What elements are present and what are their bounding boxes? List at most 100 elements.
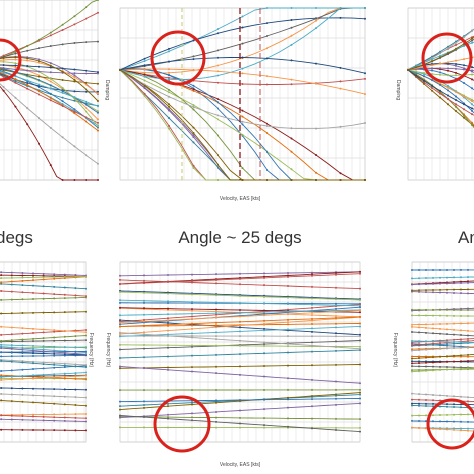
- panel-title: Angle ~ 25 degs: [178, 228, 301, 247]
- curve: [119, 332, 361, 350]
- curve: [407, 69, 474, 114]
- curve: [411, 314, 474, 317]
- curve: [411, 420, 474, 423]
- curve: [0, 354, 86, 357]
- curve: [0, 372, 87, 378]
- curve: [411, 340, 474, 343]
- marker: [119, 283, 121, 286]
- marker: [85, 346, 87, 349]
- marker: [119, 348, 121, 351]
- curve: [119, 69, 365, 181]
- marker: [119, 290, 121, 293]
- curve: [119, 69, 366, 130]
- curve: [0, 67, 98, 74]
- curve: [0, 12, 99, 58]
- curve: [0, 68, 99, 85]
- curve: [0, 393, 87, 399]
- marker: [359, 393, 361, 396]
- curve: [0, 399, 87, 407]
- curve: [411, 354, 474, 360]
- highlight-circle: [426, 398, 474, 450]
- marker: [359, 418, 361, 421]
- curve: [0, 375, 87, 381]
- marker: [85, 287, 87, 290]
- curve: [0, 275, 87, 279]
- curve: [119, 309, 361, 324]
- curve: [0, 351, 86, 353]
- marker: [85, 378, 87, 381]
- marker: [359, 397, 361, 400]
- y-axis-label: Frequency (Hz): [88, 333, 94, 368]
- curve: [0, 276, 87, 283]
- curve: [411, 367, 474, 373]
- marker: [411, 323, 413, 326]
- marker: [411, 370, 413, 373]
- marker: [359, 322, 361, 325]
- curve: [411, 291, 474, 295]
- curve: [120, 426, 360, 429]
- y-axis-label: Frequency (Hz): [392, 333, 398, 368]
- curve: [407, 56, 474, 71]
- curve: [0, 64, 99, 73]
- marker: [119, 331, 121, 334]
- curve: [119, 290, 361, 300]
- curve: [0, 274, 86, 277]
- curve: [0, 339, 87, 343]
- marker: [411, 398, 413, 401]
- curve: [0, 429, 86, 431]
- curve: [0, 73, 99, 93]
- curve: [0, 0, 99, 59]
- curve: [407, 69, 474, 107]
- curve: [0, 387, 87, 391]
- marker: [411, 357, 413, 360]
- highlight-circle: [421, 32, 473, 84]
- curve: [0, 56, 99, 102]
- curve: [411, 282, 474, 285]
- curve: [119, 271, 361, 285]
- curve: [119, 7, 365, 71]
- marker: [359, 382, 361, 385]
- curve: [119, 325, 361, 337]
- curve: [0, 67, 99, 114]
- curve: [0, 296, 87, 301]
- marker: [119, 335, 121, 338]
- curve: [0, 365, 87, 372]
- curve: [407, 67, 474, 72]
- y-axis-label: Damping: [104, 80, 110, 100]
- curve: [119, 319, 361, 336]
- curve: [411, 326, 474, 332]
- curve: [407, 69, 474, 110]
- curve: [0, 311, 87, 314]
- curve: [407, 69, 474, 127]
- curve: [0, 283, 87, 290]
- curve: [119, 271, 361, 277]
- curve: [119, 364, 361, 369]
- curve: [119, 279, 361, 290]
- curve: [411, 427, 474, 432]
- marker: [411, 342, 413, 345]
- curve: [0, 74, 99, 124]
- highlight-circle: [153, 395, 211, 453]
- marker: [359, 311, 361, 314]
- curve: [119, 316, 361, 328]
- x-axis-label: Velocity, EAS [kts]: [220, 196, 261, 202]
- curve: [119, 414, 361, 433]
- curve: [119, 273, 361, 285]
- curve: [411, 331, 474, 337]
- curve: [0, 85, 98, 181]
- curve: [0, 344, 87, 349]
- marker: [119, 319, 121, 322]
- curve: [0, 359, 87, 366]
- marker: [359, 345, 361, 348]
- curve: [407, 36, 474, 71]
- curve: [411, 342, 474, 347]
- marker: [85, 364, 87, 367]
- curve: [0, 69, 99, 128]
- curve: [119, 416, 361, 420]
- highlight-circle: [150, 30, 206, 86]
- marker: [119, 299, 121, 302]
- curve: [119, 68, 366, 95]
- curve: [0, 59, 99, 94]
- curve: [0, 351, 87, 356]
